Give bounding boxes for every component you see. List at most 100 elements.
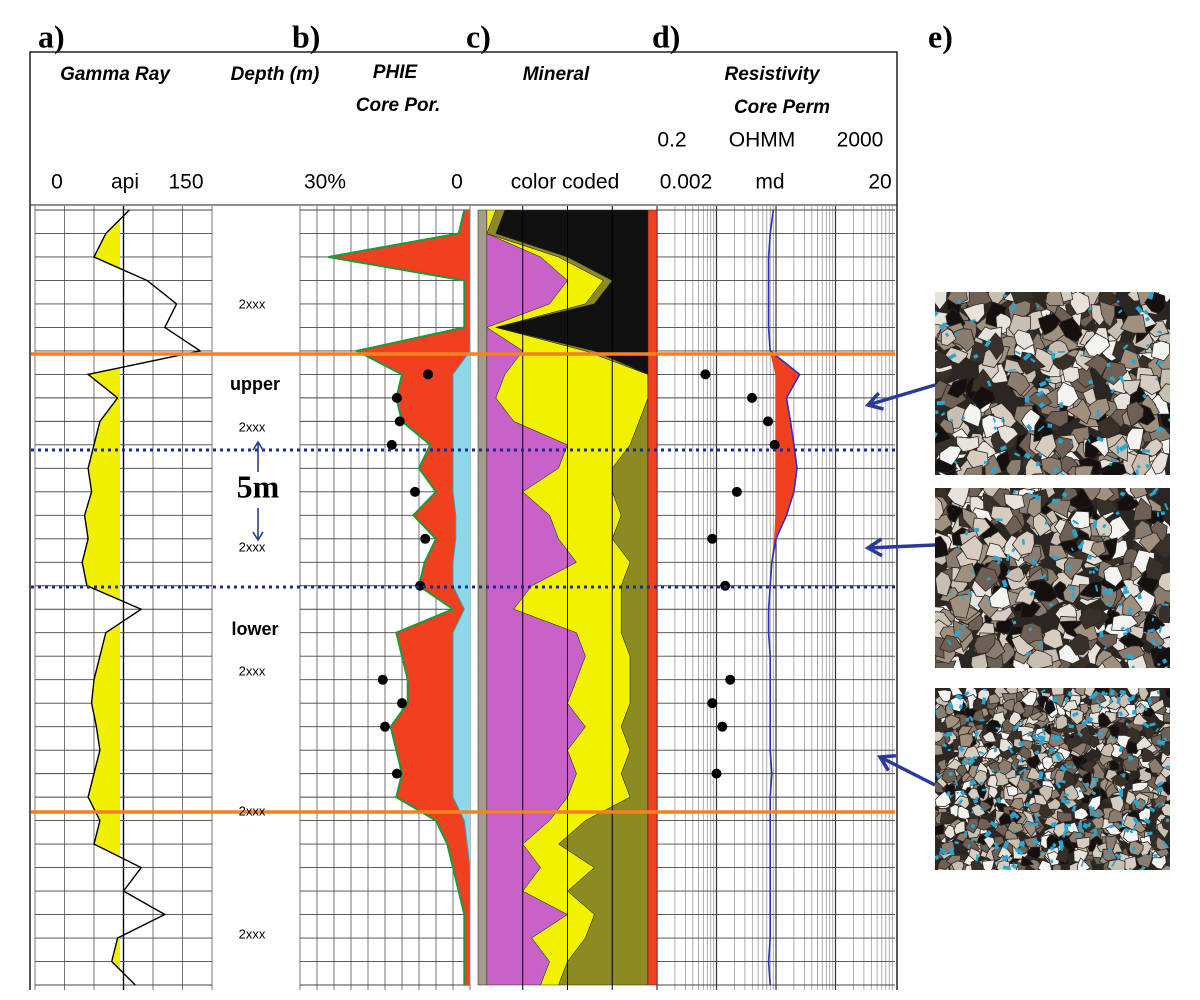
pore <box>1078 789 1083 793</box>
grain <box>1150 854 1167 870</box>
grain <box>1005 459 1022 475</box>
pore <box>1160 802 1165 807</box>
pore <box>1091 570 1096 575</box>
pore <box>958 745 965 753</box>
pore <box>1077 543 1084 550</box>
pore <box>1129 696 1134 701</box>
pore <box>989 820 998 828</box>
grain <box>963 464 983 475</box>
pore <box>1148 292 1154 300</box>
pore <box>969 779 977 787</box>
grain <box>1020 855 1035 867</box>
pore <box>1027 821 1033 827</box>
grain <box>1151 340 1170 362</box>
grain <box>1116 645 1146 661</box>
pore <box>969 757 976 764</box>
grain <box>962 302 986 323</box>
pore <box>1098 705 1101 709</box>
pore <box>1143 817 1151 825</box>
pore <box>1114 853 1122 859</box>
pore <box>939 847 944 852</box>
pore <box>1001 854 1010 862</box>
pore <box>994 843 998 850</box>
panel-label: d) <box>652 18 680 54</box>
pore <box>1157 330 1163 334</box>
core-perm-point <box>711 768 722 779</box>
pore <box>1014 452 1021 457</box>
pore <box>1116 445 1120 454</box>
grain <box>990 505 1014 527</box>
pore <box>1155 727 1160 732</box>
grain <box>1009 797 1025 811</box>
pore <box>1129 473 1134 475</box>
scale-label: 2000 <box>837 129 884 152</box>
pore <box>1018 768 1027 774</box>
pore <box>1048 748 1055 754</box>
track-title: Gamma Ray <box>60 64 171 85</box>
pore <box>1067 691 1073 697</box>
pore <box>1084 782 1090 788</box>
pore <box>1087 822 1092 828</box>
grain <box>1097 461 1127 475</box>
pore <box>1135 469 1139 475</box>
pore <box>1071 441 1073 444</box>
pore <box>1059 402 1064 408</box>
pore <box>1144 316 1150 322</box>
pore <box>975 796 979 800</box>
pore <box>954 840 959 845</box>
grain <box>1105 781 1120 800</box>
pore <box>1131 665 1135 668</box>
overlay: 2xxx 2xxx 2xxx 2xxx 2xxx 2xxx upper lower 5m <box>29 51 1170 990</box>
track-title: Core Perm <box>734 97 830 118</box>
pore <box>935 431 938 440</box>
grain <box>941 768 958 784</box>
pore <box>1071 528 1079 538</box>
pore <box>958 704 964 710</box>
scale-label: 20 <box>868 171 891 194</box>
pore <box>1102 523 1107 529</box>
pore <box>954 332 959 337</box>
grain <box>1120 314 1147 334</box>
pore <box>1108 462 1112 466</box>
pore <box>948 847 955 856</box>
pore <box>1025 817 1029 821</box>
pore <box>1023 778 1026 782</box>
arrow-head <box>864 391 884 411</box>
pore <box>1060 798 1069 805</box>
pore <box>1161 840 1169 848</box>
pore <box>1081 719 1089 726</box>
pore <box>1063 793 1069 797</box>
pore <box>1043 776 1048 782</box>
pore <box>990 769 995 772</box>
grain <box>940 328 957 347</box>
pore <box>1022 352 1032 361</box>
pore <box>997 769 1003 774</box>
pore <box>1137 465 1141 469</box>
pore <box>967 844 971 849</box>
grain <box>1101 654 1123 668</box>
grain <box>1058 518 1080 543</box>
pore <box>1031 494 1036 498</box>
grain <box>1069 510 1091 530</box>
pore <box>1118 603 1123 607</box>
pore <box>1143 853 1147 857</box>
grain <box>1128 840 1144 856</box>
pore <box>1002 865 1011 870</box>
zone-label: lower <box>231 619 278 639</box>
grain <box>1122 755 1140 772</box>
grain <box>935 535 949 559</box>
panel-label: e) <box>928 18 953 54</box>
pore <box>1115 511 1120 516</box>
pore <box>1050 821 1058 828</box>
pore <box>1156 360 1164 366</box>
panel-label: b) <box>292 18 320 54</box>
pore <box>958 695 962 700</box>
grain <box>935 292 948 311</box>
pore <box>961 416 966 421</box>
pore <box>957 798 964 806</box>
track-title: Core Por. <box>356 95 440 116</box>
scale-label: 150 <box>168 171 203 194</box>
grain <box>1076 857 1091 870</box>
pore <box>1035 494 1040 502</box>
